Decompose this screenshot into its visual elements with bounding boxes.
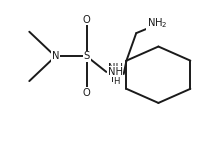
- Text: NH: NH: [107, 67, 123, 77]
- Text: H: H: [113, 77, 119, 86]
- Text: NH$_2$: NH$_2$: [147, 16, 167, 30]
- Text: S: S: [84, 51, 90, 61]
- Text: O: O: [83, 88, 91, 98]
- Text: N: N: [52, 51, 59, 61]
- Text: O: O: [83, 15, 91, 25]
- Text: NH
H: NH H: [107, 62, 123, 84]
